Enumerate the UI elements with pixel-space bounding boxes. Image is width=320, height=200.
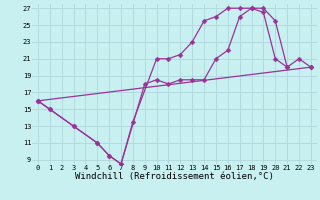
X-axis label: Windchill (Refroidissement éolien,°C): Windchill (Refroidissement éolien,°C) [75,172,274,181]
